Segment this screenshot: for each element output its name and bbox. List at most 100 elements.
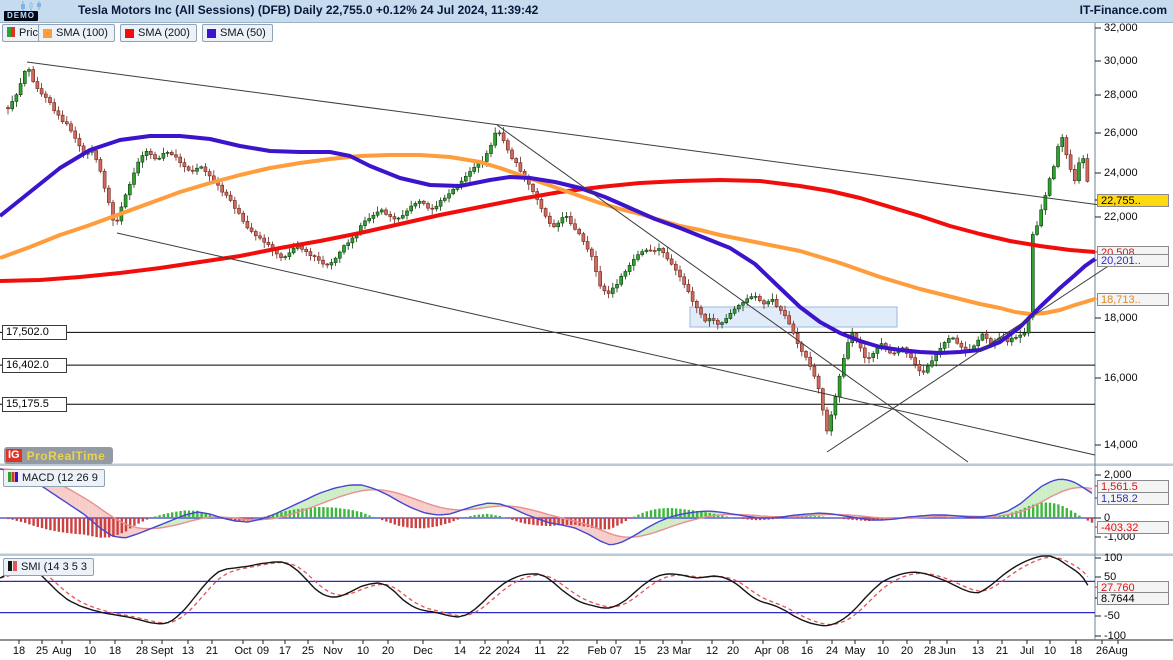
date-axis-tick: 18	[1069, 645, 1083, 657]
sma100-color-icon	[43, 28, 52, 38]
price-tag: 20,201..	[1097, 253, 1169, 267]
date-axis-tick: Sept	[150, 645, 174, 657]
title-bar: Tesla Motors Inc (All Sessions) (DFB) Da…	[0, 0, 1173, 23]
price-axis-tick: 30,000	[1104, 55, 1138, 67]
date-axis-tick: May	[844, 645, 866, 657]
macd-label: MACD (12 26 9	[22, 472, 98, 484]
date-axis-tick: 17	[278, 645, 292, 657]
smi-label: SMI (14 3 5 3	[21, 561, 88, 573]
prorealtime-label: ProRealTime	[26, 448, 106, 463]
legend-tab-sma200[interactable]: SMA (200)	[120, 24, 197, 42]
price-axis-tick: 16,000	[1104, 372, 1138, 384]
level-price-label: 16,402.0	[2, 358, 67, 374]
date-axis-tick: 15	[633, 645, 647, 657]
date-axis-tick: 11	[534, 645, 546, 657]
date-axis-tick: 18	[12, 645, 26, 657]
price-axis-tick: 14,000	[1104, 439, 1138, 451]
it-finance-brand: IT-Finance.com	[1079, 3, 1167, 17]
date-axis-tick: 21	[205, 645, 219, 657]
prorealtime-watermark: IG ProRealTime	[4, 447, 114, 464]
instrument-title: Tesla Motors Inc (All Sessions) (DFB) Da…	[78, 3, 539, 17]
date-axis-tick: 13	[181, 645, 195, 657]
date-axis-tick: 22	[556, 645, 570, 657]
macd-icon	[8, 471, 18, 485]
legend-label: Price	[19, 27, 45, 39]
chart-icon	[21, 1, 41, 12]
macd-axis-tick: 2,000	[1104, 469, 1132, 481]
date-axis-tick: 23	[656, 645, 670, 657]
date-axis-tick: Oct	[234, 645, 252, 657]
date-axis-tick: Jun	[938, 645, 956, 657]
date-axis-tick: 16	[800, 645, 814, 657]
legend-tab-sma50[interactable]: SMA (50)	[202, 24, 273, 42]
macd-axis-tick: 0	[1104, 512, 1111, 524]
price-axis-tick: 18,000	[1104, 312, 1138, 324]
date-axis-tick: 10	[1043, 645, 1057, 657]
price-axis-tick: 26,000	[1104, 127, 1138, 139]
smi-indicator-tab[interactable]: SMI (14 3 5 3	[3, 558, 95, 576]
legend-tab-sma100[interactable]: SMA (100)	[38, 24, 115, 42]
main-price-panel	[0, 61, 1129, 463]
date-axis-tick: 10	[83, 645, 97, 657]
date-axis-tick: 20	[900, 645, 914, 657]
macd-signal-line	[0, 468, 1093, 538]
date-axis-tick: Apr	[754, 645, 772, 657]
smi-icon	[8, 560, 17, 574]
smi-axis-tick: -100	[1104, 630, 1127, 642]
legend-label: SMA (100)	[56, 27, 108, 39]
date-axis-tick: Dec	[413, 645, 433, 657]
price-axis-tick: 28,000	[1104, 89, 1138, 101]
date-axis-tick: 10	[356, 645, 370, 657]
date-axis-tick: Mar	[672, 645, 692, 657]
macd-axis-tick: -1,000	[1104, 531, 1136, 543]
price-tag: 18,713..	[1097, 292, 1169, 306]
date-axis-tick: 13	[971, 645, 985, 657]
trendline	[496, 124, 969, 463]
smi-axis-tick: 50	[1104, 571, 1117, 583]
legend-label: SMA (200)	[138, 27, 190, 39]
smi-axis-tick: 100	[1104, 552, 1123, 564]
smi-main-line	[0, 555, 1089, 627]
sma50-line	[0, 134, 1097, 355]
price-axis-tick: 32,000	[1104, 22, 1138, 34]
macd-indicator-tab[interactable]: MACD (12 26 9	[3, 469, 105, 487]
demo-badge: DEMO	[4, 11, 38, 21]
level-price-label: 17,502.0	[2, 325, 67, 341]
date-axis-tick: 21	[995, 645, 1009, 657]
date-axis-tick: 22	[478, 645, 492, 657]
smi-value-tag: 8.7644	[1097, 591, 1169, 605]
date-axis-tick: 25	[301, 645, 315, 657]
macd-main-line	[0, 468, 1093, 546]
macd-value-tag: -403.32	[1097, 520, 1169, 534]
date-axis-tick: 26	[1095, 645, 1109, 657]
date-axis-tick: Nov	[323, 645, 343, 657]
price-tag: 22,755..	[1097, 193, 1169, 207]
date-axis-tick: 09	[256, 645, 270, 657]
date-axis-tick: 28	[923, 645, 937, 657]
smi-axis-tick: -50	[1104, 610, 1120, 622]
trendline	[26, 61, 1101, 206]
ig-logo: IG	[6, 449, 22, 462]
legend-label: SMA (50)	[220, 27, 266, 39]
date-axis-tick: 2024	[495, 645, 521, 657]
date-axis-tick: 14	[453, 645, 467, 657]
date-axis-tick: 28	[135, 645, 149, 657]
date-axis-tick: 24	[825, 645, 839, 657]
date-axis-tick: Aug	[52, 645, 72, 657]
macd-value-tag: 1,158.2	[1097, 491, 1169, 505]
price-axis-tick: 24,000	[1104, 167, 1138, 179]
macd-panel	[0, 468, 1095, 546]
date-axis-tick: 07	[609, 645, 623, 657]
sma200-color-icon	[125, 28, 134, 38]
sma200-line	[0, 178, 1096, 283]
date-axis-tick: Jul	[1019, 645, 1035, 657]
date-axis-tick: Feb	[587, 645, 607, 657]
date-axis-tick: 12	[705, 645, 719, 657]
trendline	[826, 252, 1129, 453]
date-axis-tick: 20	[381, 645, 395, 657]
date-axis-tick: 20	[726, 645, 740, 657]
date-axis-tick: 25	[35, 645, 49, 657]
date-axis-tick: 10	[876, 645, 890, 657]
